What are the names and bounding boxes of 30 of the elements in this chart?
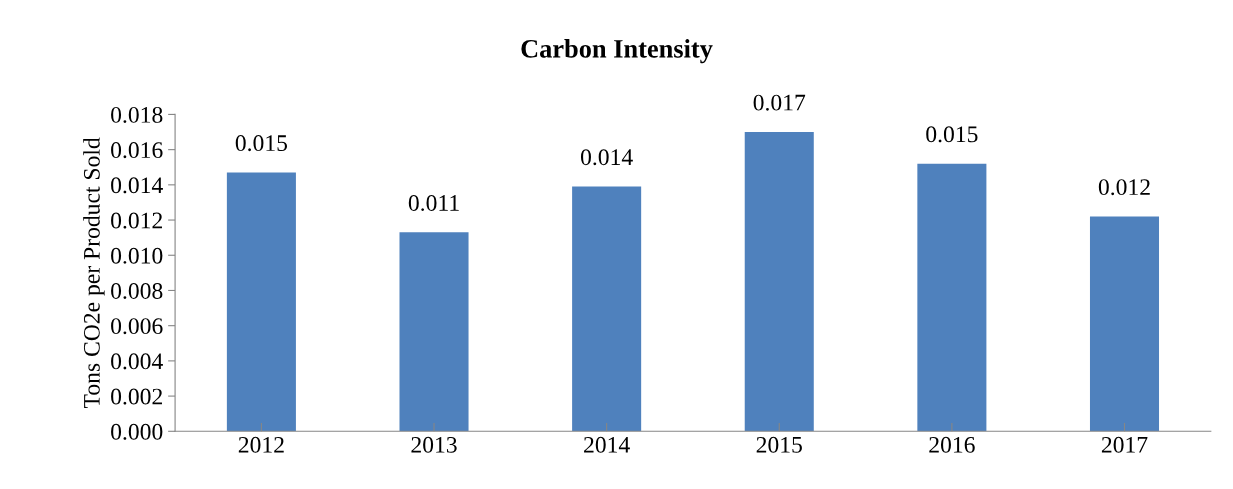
y-tick-label: 0.014 [111, 177, 163, 194]
y-axis-title: Tons CO2e per Product Sold [83, 137, 105, 409]
data-label: 0.015 [235, 135, 288, 152]
data-label: 0.017 [753, 94, 806, 111]
data-label: 0.011 [408, 194, 459, 212]
bar [1089, 216, 1160, 432]
bar [226, 172, 296, 432]
y-tick-label: 0.008 [111, 282, 163, 299]
data-label: 0.012 [1098, 179, 1150, 196]
y-tick-label: 0.002 [111, 388, 162, 405]
y-tick-label: 0.018 [111, 106, 163, 123]
y-tick-label: 0.010 [111, 247, 163, 264]
y-tick-label: 0.006 [111, 318, 163, 335]
y-tick-label: 0.012 [111, 212, 162, 229]
x-tick-label: 2015 [756, 436, 802, 453]
x-tick-label: 2016 [929, 436, 975, 453]
x-tick-label: 2012 [238, 436, 284, 453]
y-tick-label: 0.004 [111, 353, 163, 370]
data-label: 0.015 [926, 126, 978, 143]
bar [917, 163, 987, 432]
bar [572, 186, 642, 432]
y-tick-label: 0.016 [111, 142, 163, 159]
x-tick-label: 2017 [1101, 436, 1148, 453]
chart-title: Carbon Intensity [521, 39, 713, 64]
x-tick-label: 2014 [584, 436, 630, 453]
y-tick-label: 0.000 [111, 423, 163, 440]
data-label: 0.014 [580, 149, 633, 166]
bar [399, 232, 469, 432]
bar [744, 132, 814, 432]
x-tick-label: 2013 [411, 436, 457, 453]
